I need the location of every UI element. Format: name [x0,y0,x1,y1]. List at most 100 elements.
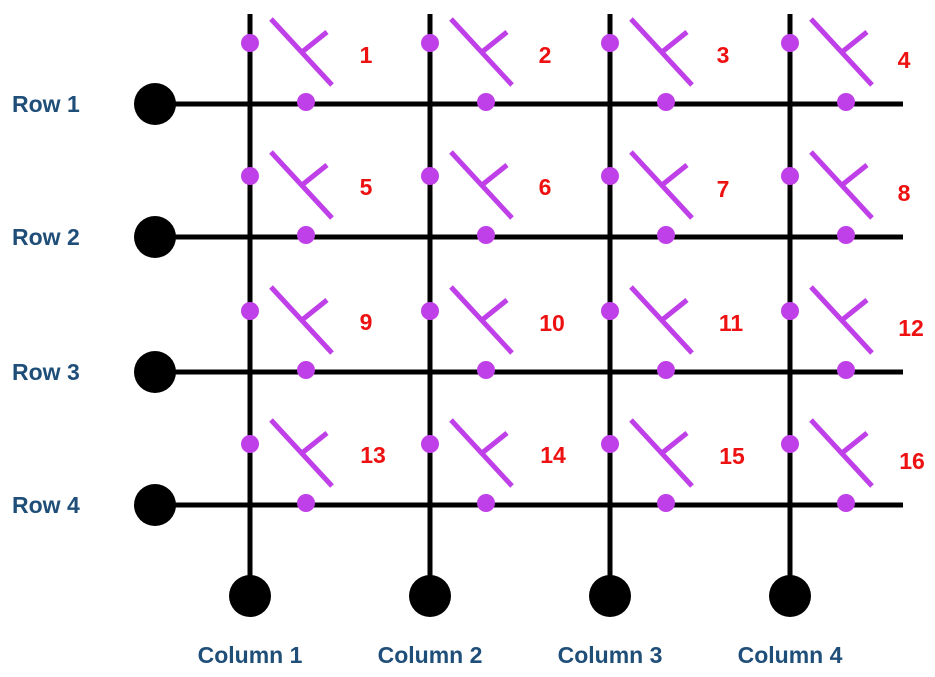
key-3-column-contact [601,34,619,52]
key-12-row-contact [837,361,855,379]
push-switch-icon [629,285,694,355]
key-1-column-contact [241,34,259,52]
key-11-number: 11 [719,310,744,336]
key-8-switch [781,150,874,244]
key-8-number: 8 [898,180,911,206]
row-1-terminal-icon [134,83,176,125]
key-6-switch [421,150,514,244]
key-4-switch [781,17,874,111]
column-3-label: Column 3 [558,642,663,668]
key-9-column-contact [241,302,259,320]
key-11-switch [601,285,694,379]
key-10-column-contact [421,302,439,320]
row-3-label: Row 3 [12,359,80,385]
key-7-number: 7 [717,176,730,202]
key-5-row-contact [297,226,315,244]
key-3-number: 3 [717,42,730,68]
key-5-column-contact [241,167,259,185]
key-15-number: 15 [719,443,745,469]
key-12-switch [781,285,874,379]
key-switches [241,17,874,512]
push-switch-icon [809,285,874,355]
key-10-row-contact [477,361,495,379]
push-switch-icon [809,150,874,220]
column-3-terminal-icon [589,575,631,617]
key-4-number: 4 [898,47,911,73]
key-6-column-contact [421,167,439,185]
key-5-number: 5 [360,174,373,200]
key-3-switch [601,17,694,111]
key-1-number: 1 [360,42,373,68]
key-10-number: 10 [539,310,565,336]
push-switch-icon [269,150,334,220]
key-11-column-contact [601,302,619,320]
row-4-terminal-icon [134,484,176,526]
push-switch-icon [809,17,874,87]
row-1-label: Row 1 [12,91,80,117]
column-4-label: Column 4 [738,642,843,668]
key-14-number: 14 [540,442,566,468]
key-12-number: 12 [898,315,924,341]
column-1-terminal-icon [229,575,271,617]
key-8-column-contact [781,167,799,185]
row-2-terminal-icon [134,216,176,258]
key-6-number: 6 [539,174,552,200]
key-7-switch [601,150,694,244]
key-1-switch [241,17,334,111]
key-11-row-contact [657,361,675,379]
key-15-switch [601,418,694,512]
key-4-column-contact [781,34,799,52]
push-switch-icon [449,17,514,87]
key-12-column-contact [781,302,799,320]
key-16-column-contact [781,435,799,453]
key-15-row-contact [657,494,675,512]
key-7-row-contact [657,226,675,244]
key-13-row-contact [297,494,315,512]
key-10-switch [421,285,514,379]
key-9-number: 9 [360,309,373,335]
push-switch-icon [629,418,694,488]
key-16-switch [781,418,874,512]
key-9-row-contact [297,361,315,379]
key-13-column-contact [241,435,259,453]
key-7-column-contact [601,167,619,185]
key-9-switch [241,285,334,379]
key-4-row-contact [837,93,855,111]
matrix-terminals [134,83,811,617]
row-2-label: Row 2 [12,224,80,250]
push-switch-icon [629,17,694,87]
key-3-row-contact [657,93,675,111]
key-16-number: 16 [899,448,925,474]
push-switch-icon [269,418,334,488]
key-16-row-contact [837,494,855,512]
key-8-row-contact [837,226,855,244]
key-14-switch [421,418,514,512]
key-1-row-contact [297,93,315,111]
push-switch-icon [629,150,694,220]
column-4-terminal-icon [769,575,811,617]
key-14-column-contact [421,435,439,453]
key-15-column-contact [601,435,619,453]
key-6-row-contact [477,226,495,244]
key-2-row-contact [477,93,495,111]
key-13-number: 13 [360,442,386,468]
column-1-label: Column 1 [198,642,303,668]
row-4-label: Row 4 [12,492,80,518]
row-3-terminal-icon [134,351,176,393]
key-13-switch [241,418,334,512]
push-switch-icon [269,285,334,355]
key-5-switch [241,150,334,244]
key-14-row-contact [477,494,495,512]
column-2-terminal-icon [409,575,451,617]
push-switch-icon [809,418,874,488]
push-switch-icon [449,150,514,220]
key-2-column-contact [421,34,439,52]
push-switch-icon [449,285,514,355]
key-2-switch [421,17,514,111]
push-switch-icon [449,418,514,488]
key-2-number: 2 [539,42,552,68]
push-switch-icon [269,17,334,87]
column-2-label: Column 2 [378,642,483,668]
